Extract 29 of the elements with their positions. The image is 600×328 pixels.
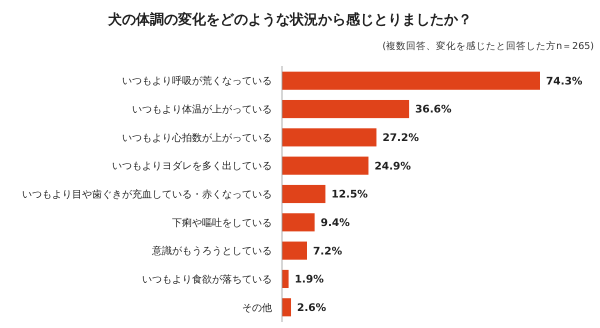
- bar: [282, 100, 410, 118]
- y-tick-label: いつもより体温が上がっている: [132, 104, 272, 116]
- data-label: 9.4%: [320, 216, 350, 229]
- data-label: 1.9%: [294, 274, 324, 286]
- y-tick-label: いつもより心拍数が上がっている: [122, 132, 272, 144]
- chart-subtitle: (複数回答、変化を感じたと回答した方n＝265): [382, 40, 594, 52]
- data-label: 2.6%: [297, 302, 327, 314]
- data-label: 12.5%: [331, 188, 368, 201]
- y-tick-label: いつもより食欲が落ちている: [142, 273, 272, 286]
- bar: [282, 156, 368, 175]
- bar: [282, 213, 315, 232]
- data-label: 24.9%: [374, 160, 412, 172]
- bar: [282, 298, 292, 316]
- bar: [282, 128, 376, 146]
- y-tick-label: いつもより呼吸が荒くなっている: [122, 75, 272, 88]
- data-label: 36.6%: [415, 104, 452, 116]
- data-label: 74.3%: [546, 75, 583, 88]
- y-tick-label: 意識がもうろうとしている: [151, 245, 272, 258]
- data-label: 27.2%: [382, 132, 420, 144]
- y-tick-label: 下痢や嘔吐をしている: [172, 216, 272, 229]
- y-tick-label: いつもよりヨダレを多く出している: [112, 160, 272, 172]
- bar: [282, 270, 289, 288]
- bar: [282, 72, 540, 90]
- y-tick-label: いつもより目や歯ぐきが充血している・赤くなっている: [22, 188, 272, 200]
- bar: [282, 184, 326, 204]
- y-tick-label: その他: [242, 302, 272, 314]
- bar: [282, 242, 307, 260]
- chart-title: 犬の体調の変化をどのような状況から感じとりましたか？: [108, 11, 472, 28]
- data-label: 7.2%: [313, 245, 343, 258]
